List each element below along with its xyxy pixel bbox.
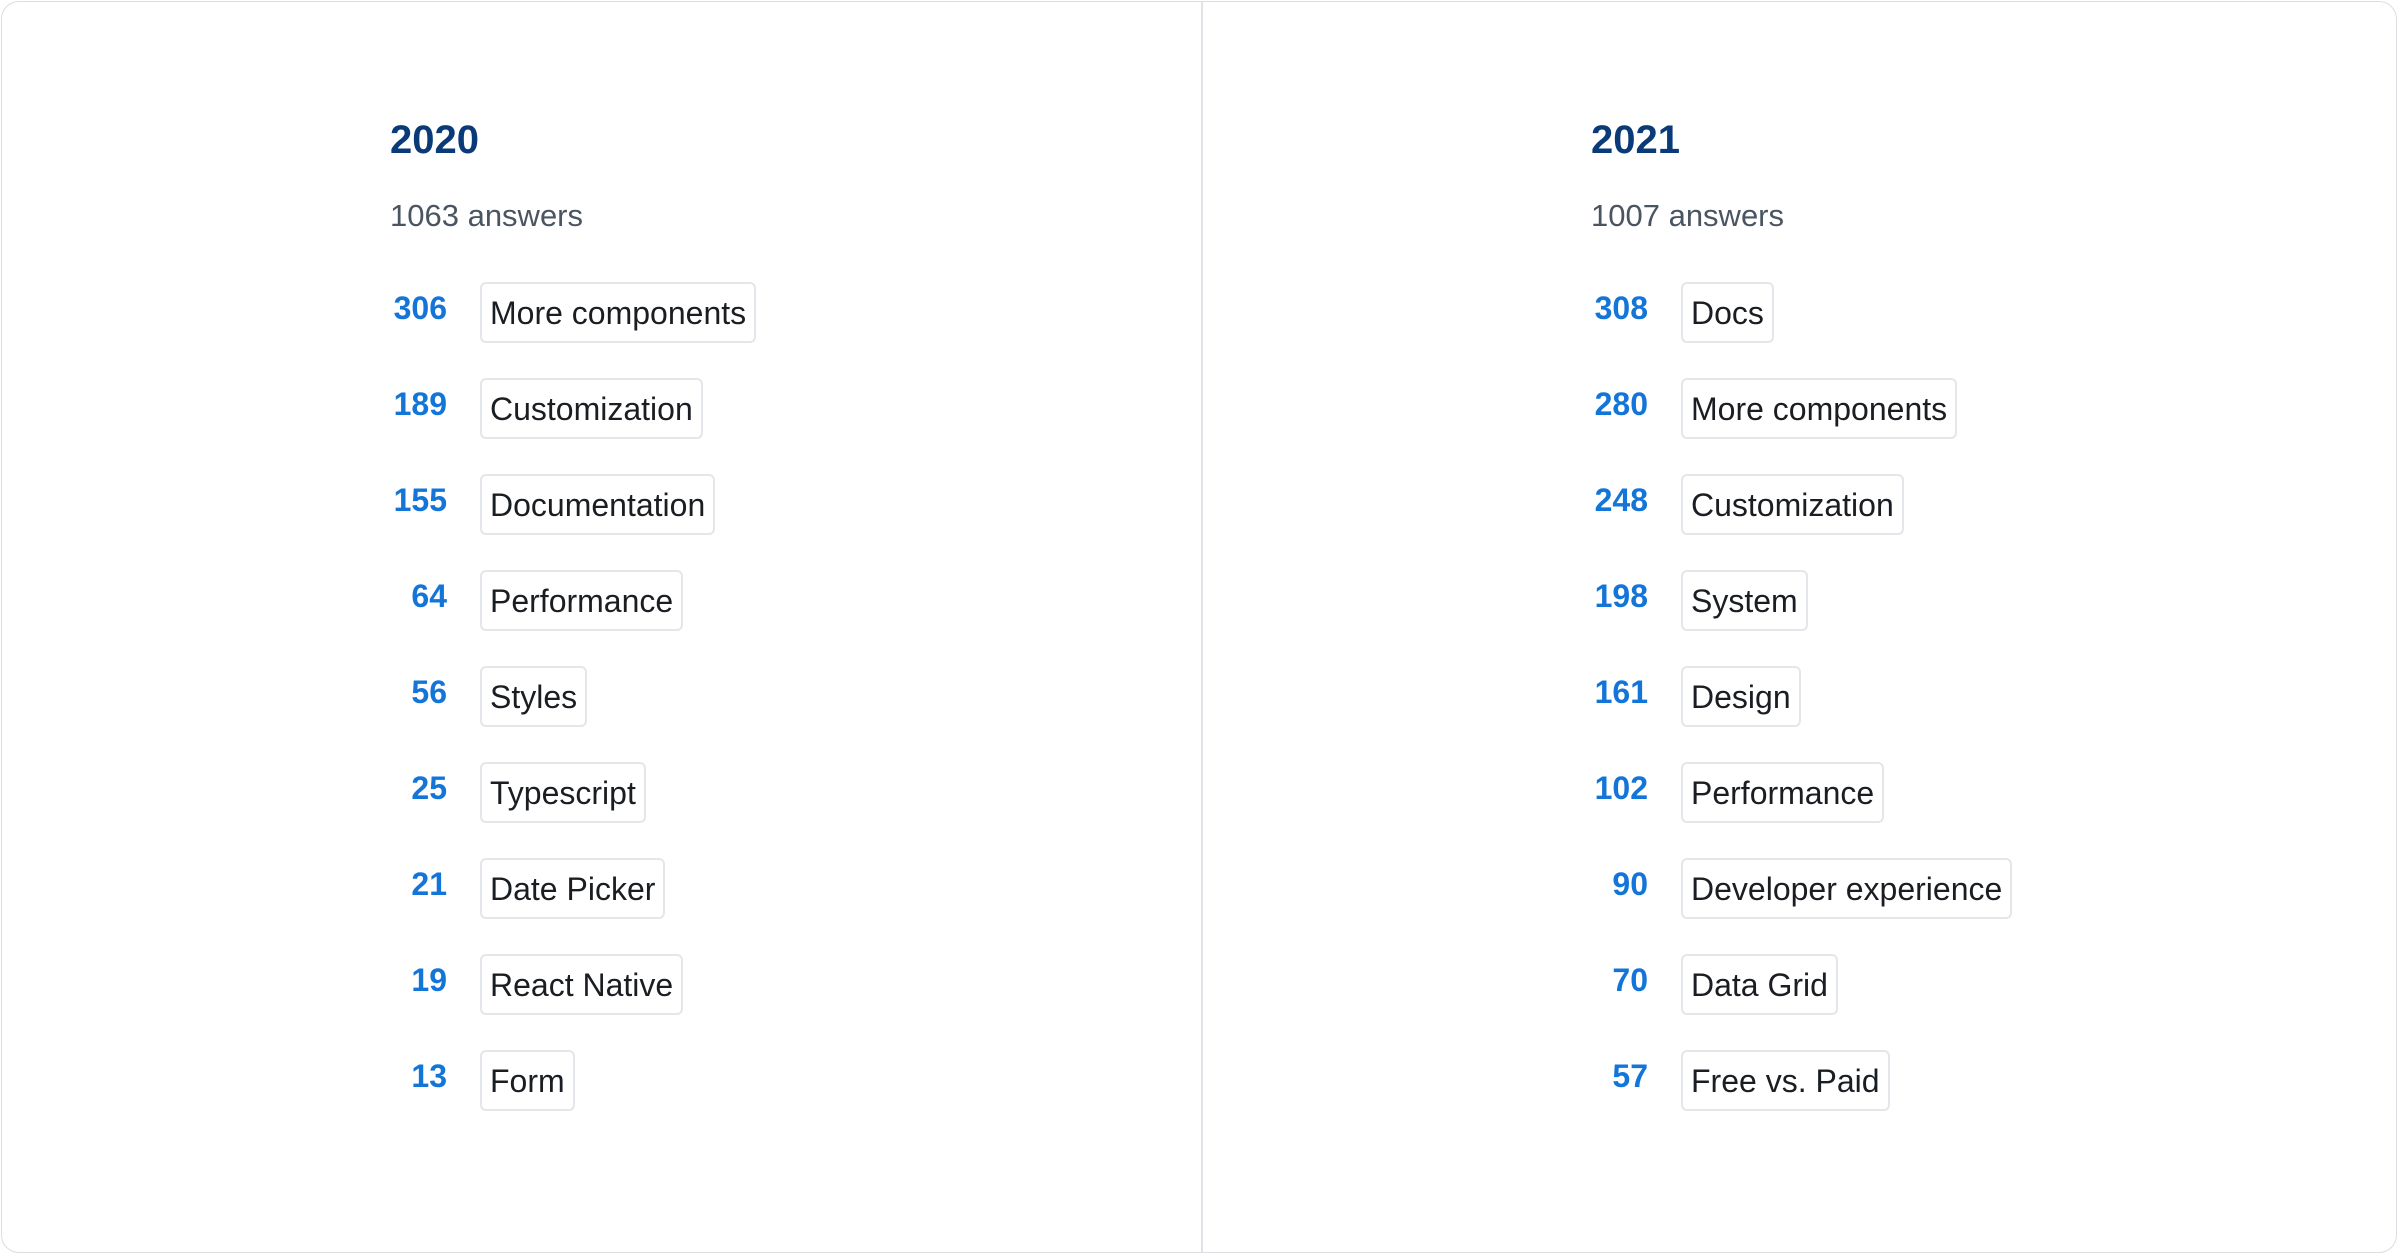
item-tag: Docs <box>1681 282 1774 343</box>
item-count: 189 <box>393 386 447 422</box>
item-count: 70 <box>1612 962 1648 998</box>
item-tag: Developer experience <box>1681 858 2013 919</box>
item-tag: System <box>1681 570 1808 631</box>
answer-count: 1063 answers <box>390 198 584 233</box>
item-tag: Customization <box>480 378 703 439</box>
item-count: 248 <box>1594 482 1648 518</box>
item-count: 19 <box>411 962 447 998</box>
item-tag: More components <box>1681 378 1958 439</box>
year-title: 2021 <box>1591 118 1680 162</box>
item-tag: React Native <box>480 954 684 1015</box>
item-tag: More components <box>480 282 757 343</box>
item-count: 57 <box>1612 1058 1648 1094</box>
year-title: 2020 <box>390 118 479 162</box>
item-tag: Design <box>1681 666 1801 727</box>
year-column: 2021 1007 answers 308 Docs 280 More component… <box>1201 2 2396 1252</box>
item-count: 25 <box>411 770 447 806</box>
item-count: 155 <box>393 482 447 518</box>
item-tag: Customization <box>1681 474 1904 535</box>
item-count: 306 <box>393 290 447 326</box>
item-count: 102 <box>1594 770 1648 806</box>
answer-count: 1007 answers <box>1591 198 1785 233</box>
item-count: 90 <box>1612 866 1648 902</box>
item-count: 13 <box>411 1058 447 1094</box>
item-count: 56 <box>411 674 447 710</box>
item-count: 64 <box>411 578 447 614</box>
item-tag: Performance <box>480 570 684 631</box>
item-count: 308 <box>1594 290 1648 326</box>
item-tag: Data Grid <box>1681 954 1838 1015</box>
item-tag: Free vs. Paid <box>1681 1050 1890 1111</box>
item-tag: Typescript <box>480 762 646 823</box>
item-tag: Styles <box>480 666 588 727</box>
item-tag: Performance <box>1681 762 1885 823</box>
item-count: 198 <box>1594 578 1648 614</box>
item-count: 161 <box>1594 674 1648 710</box>
item-count: 280 <box>1594 386 1648 422</box>
item-tag: Date Picker <box>480 858 666 919</box>
year-column: 2020 1063 answers 306 More components 189 Cus… <box>2 2 1201 1252</box>
item-count: 21 <box>411 866 447 902</box>
item-tag: Form <box>480 1050 575 1111</box>
item-tag: Documentation <box>480 474 716 535</box>
